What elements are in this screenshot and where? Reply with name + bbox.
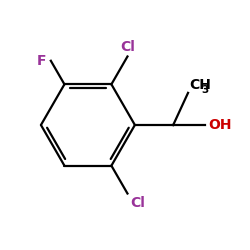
Text: F: F bbox=[36, 54, 46, 68]
Text: Cl: Cl bbox=[120, 40, 135, 54]
Text: 3: 3 bbox=[202, 85, 209, 95]
Text: Cl: Cl bbox=[130, 196, 145, 210]
Text: CH: CH bbox=[189, 78, 211, 92]
Text: OH: OH bbox=[208, 118, 231, 132]
